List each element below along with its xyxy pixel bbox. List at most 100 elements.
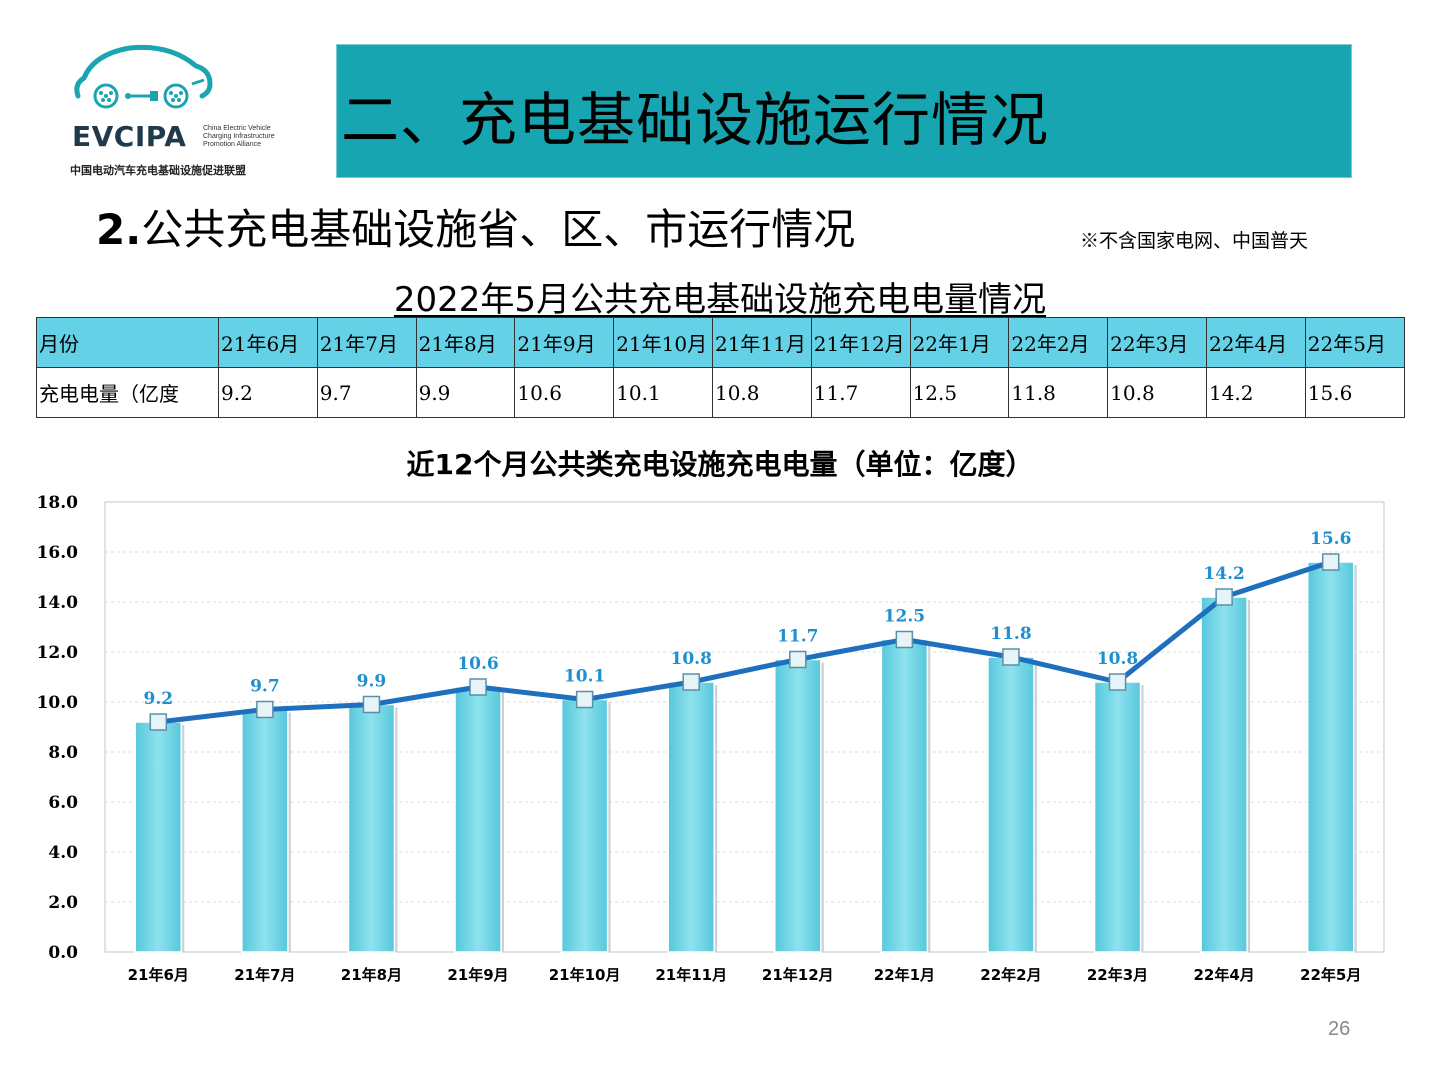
- y-tick-label: 16.0: [37, 543, 79, 563]
- line-marker: [149, 713, 168, 731]
- line-marker: [1002, 648, 1020, 666]
- evcipa-logo: EVCIPA China Electric Vehicle Charging I…: [70, 40, 300, 180]
- data-label: 10.8: [671, 649, 712, 669]
- x-tick-label: 21年7月: [234, 966, 295, 984]
- table-row: 充电电量（亿度 9.2 9.7 9.9 10.6 10.1 10.8 11.7 …: [36, 367, 1405, 418]
- table-month-cell: 22年1月: [909, 317, 1010, 368]
- line-marker: [575, 690, 594, 709]
- logo-chinese-name: 中国电动汽车充电基础设施促进联盟: [70, 164, 246, 177]
- bar: [134, 721, 183, 953]
- data-label: 9.9: [357, 672, 387, 692]
- table-month-cell: 21年11月: [711, 317, 812, 368]
- line-marker: [1321, 553, 1340, 571]
- x-tick-label: 21年11月: [655, 966, 727, 984]
- y-tick-label: 6.0: [48, 793, 78, 813]
- line-marker: [362, 695, 381, 714]
- table-month-cell: 21年10月: [613, 317, 713, 368]
- page-title: 二、充电基础设施运行情况: [341, 86, 1050, 154]
- line-marker: [1108, 673, 1127, 691]
- y-tick-label: 14.0: [37, 593, 79, 613]
- section-title: 2.公共充电基础设施省、区、市运行情况: [96, 196, 855, 257]
- x-tick-label: 21年12月: [762, 966, 834, 984]
- table-value-cell: 9.9: [415, 367, 516, 418]
- y-tick-label: 8.0: [48, 743, 78, 763]
- table-month-cell: 21年12月: [810, 317, 911, 368]
- data-label: 10.1: [564, 667, 605, 687]
- header-banner: 二、充电基础设施运行情况: [336, 44, 1352, 178]
- line-marker: [1215, 588, 1233, 606]
- table-month-cell: 22年3月: [1107, 317, 1207, 368]
- bar: [987, 656, 1035, 953]
- car-outline-logo-icon: [74, 44, 213, 109]
- bar: [774, 658, 822, 953]
- data-label: 9.2: [144, 689, 174, 709]
- line-series: [158, 559, 1332, 725]
- logo-name: EVCIPA: [72, 120, 187, 153]
- x-tick-label: 21年8月: [341, 966, 402, 984]
- bar: [347, 703, 396, 953]
- page-number: 26: [1328, 1018, 1351, 1040]
- table-value-cell: 12.5: [909, 367, 1010, 418]
- table-header-row: 月份 21年6月 21年7月 21年8月 21年9月 21年10月 21年11月…: [36, 317, 1405, 368]
- section-title-text: 公共充电基础设施省、区、市运行情况: [141, 205, 856, 254]
- y-tick-label: 2.0: [48, 893, 78, 913]
- table-value-cell: 10.1: [613, 367, 713, 418]
- data-label: 14.2: [1203, 564, 1244, 584]
- table-month-cell: 21年9月: [514, 317, 615, 368]
- x-tick-label: 21年9月: [447, 966, 508, 984]
- data-table: 月份 21年6月 21年7月 21年8月 21年9月 21年10月 21年11月…: [36, 317, 1405, 418]
- data-label: 15.6: [1310, 529, 1351, 549]
- x-tick-label: 22年2月: [980, 966, 1041, 984]
- table-value-cell: 9.2: [218, 367, 318, 418]
- logo-english-name: China Electric Vehicle Charging Infrastr…: [203, 125, 275, 148]
- y-tick-label: 10.0: [37, 693, 79, 713]
- table-month-cell: 22年5月: [1304, 317, 1405, 368]
- line-marker: [469, 678, 487, 696]
- bar: [667, 681, 715, 953]
- chart-title: 近12个月公共类充电设施充电电量（单位：亿度）: [406, 448, 1034, 481]
- bar: [880, 638, 929, 953]
- data-label: 11.8: [990, 624, 1031, 644]
- bar: [1093, 681, 1142, 953]
- y-tick-label: 12.0: [37, 643, 79, 663]
- table-header-label: 月份: [36, 317, 219, 368]
- bar: [560, 698, 609, 953]
- y-tick-label: 4.0: [48, 843, 78, 863]
- x-tick-label: 21年10月: [549, 966, 621, 984]
- bar: [1200, 596, 1248, 953]
- table-month-cell: 21年7月: [316, 317, 417, 368]
- y-tick-label: 0.0: [48, 943, 78, 963]
- section-number: 2.: [96, 205, 142, 254]
- table-value-cell: 10.8: [1107, 367, 1207, 418]
- table-value-cell: 11.7: [810, 367, 911, 418]
- x-tick-label: 22年3月: [1087, 966, 1148, 984]
- line-marker: [682, 673, 700, 691]
- data-label: 10.8: [1097, 649, 1138, 669]
- table-month-cell: 22年4月: [1205, 317, 1306, 368]
- bar: [1306, 561, 1355, 953]
- table-value-cell: 14.2: [1205, 367, 1306, 418]
- table-row-label: 充电电量（亿度: [36, 367, 219, 418]
- table-value-cell: 11.8: [1008, 367, 1109, 418]
- table-month-cell: 21年6月: [218, 317, 318, 368]
- data-label: 10.6: [457, 654, 498, 674]
- x-tick-label: 22年5月: [1300, 966, 1361, 984]
- footnote: ※不含国家电网、中国普天: [1080, 230, 1309, 252]
- data-label: 9.7: [250, 677, 280, 697]
- bar: [454, 686, 502, 953]
- data-label: 11.7: [777, 627, 818, 647]
- table-month-cell: 22年2月: [1008, 317, 1109, 368]
- x-tick-label: 21年6月: [128, 966, 189, 984]
- line-marker: [895, 630, 914, 649]
- line-marker: [256, 700, 274, 719]
- y-tick-label: 18.0: [37, 493, 79, 513]
- line-marker: [789, 650, 807, 669]
- table-value-cell: 9.7: [316, 367, 417, 418]
- x-tick-label: 22年1月: [874, 966, 935, 984]
- table-title: 2022年5月公共充电基础设施充电电量情况: [393, 280, 1047, 320]
- bar: [241, 708, 289, 953]
- table-value-cell: 10.8: [711, 367, 812, 418]
- data-label: 12.5: [884, 607, 925, 627]
- plot-area: [104, 501, 1385, 953]
